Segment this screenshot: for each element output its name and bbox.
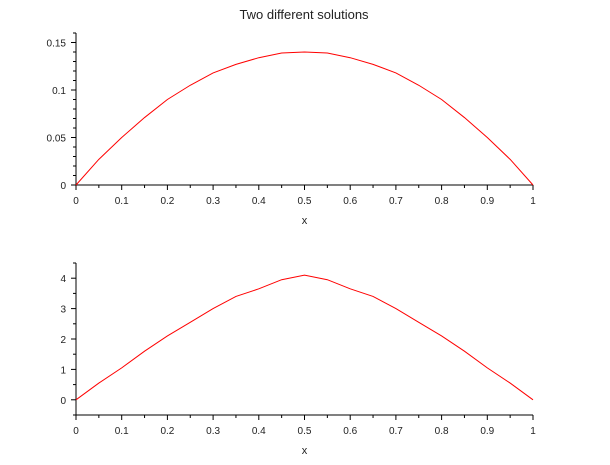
y-tick-label: 0 xyxy=(60,181,66,192)
x-tick-label: 0.8 xyxy=(435,426,449,437)
x-tick-label: 0.1 xyxy=(115,426,129,437)
y-tick-label: 3 xyxy=(60,305,66,316)
x-tick-label: 0.6 xyxy=(343,196,357,207)
x-tick-label: 0.6 xyxy=(343,426,357,437)
x-tick-label: 0.1 xyxy=(115,196,129,207)
x-tick-label: 0.3 xyxy=(206,426,220,437)
x-axis-label: x xyxy=(302,215,308,227)
plot-1: 0 0.1 0.2 0.3 0.4 0.5 0.6 0.7 0.8 0.9 1 0 0.05 0.1 0.1… xyxy=(47,32,536,227)
x-tick-label: 0.7 xyxy=(389,196,403,207)
x-tick-label: 0 xyxy=(73,196,79,207)
x-tick-label: 0.9 xyxy=(480,196,494,207)
chart-title: Two different solutions xyxy=(239,7,369,22)
series-line xyxy=(75,274,534,401)
y-tick-label: 4 xyxy=(60,274,66,285)
x-tick-label: 0.2 xyxy=(160,426,174,437)
y-tick-label: 1 xyxy=(60,365,66,376)
x-tick-label: 1 xyxy=(530,196,536,207)
x-tick-label: 0.4 xyxy=(252,426,266,437)
x-tick-label: 0.5 xyxy=(298,426,312,437)
y-tick-label: 0 xyxy=(60,396,66,407)
x-tick-label: 0.3 xyxy=(206,196,220,207)
x-tick-label: 0.9 xyxy=(480,426,494,437)
x-tick-label: 0.2 xyxy=(160,196,174,207)
y-tick-label: 0.1 xyxy=(52,86,66,97)
y-tick-label: 0.05 xyxy=(47,134,67,145)
x-axis-label: x xyxy=(302,445,308,457)
x-tick-label: 0.8 xyxy=(435,196,449,207)
x-tick-label: 0.5 xyxy=(298,196,312,207)
x-tick-label: 0 xyxy=(73,426,79,437)
x-tick-label: 1 xyxy=(530,426,536,437)
y-tick-label: 2 xyxy=(60,335,66,346)
x-tick-label: 0.4 xyxy=(252,196,266,207)
x-tick-label: 0.7 xyxy=(389,426,403,437)
series-line xyxy=(75,51,534,186)
plot-2: 0 0.1 0.2 0.3 0.4 0.5 0.6 0.7 0.8 0.9 1 0 1 2 3 4 x xyxy=(60,262,536,457)
y-tick-label: 0.15 xyxy=(47,39,67,50)
